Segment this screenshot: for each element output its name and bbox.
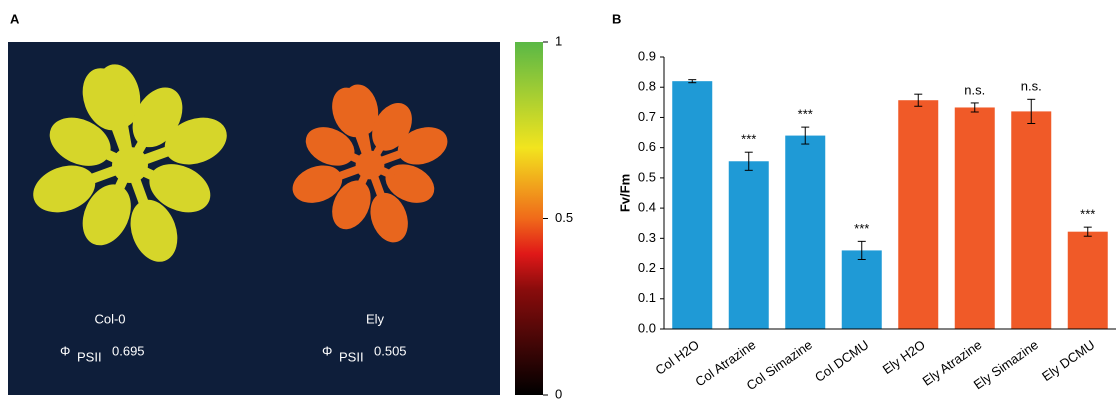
significance-label: ***	[741, 132, 756, 147]
y-tick-label: 0.7	[638, 109, 656, 124]
x-tick-label: Col DCMU	[812, 337, 871, 385]
colorbar-tick-label: 0.5	[555, 210, 573, 225]
leaf	[370, 192, 408, 243]
panel-label: A	[10, 11, 20, 26]
leaf	[305, 127, 355, 166]
y-tick-label: 0.3	[638, 230, 656, 245]
leaf	[164, 117, 227, 165]
leaf	[82, 68, 130, 131]
leaf	[132, 87, 183, 148]
y-axis-label: Fv/Fm	[617, 174, 632, 212]
y-tick-label: 0.5	[638, 169, 656, 184]
rosette-center	[112, 147, 148, 183]
leaf	[130, 199, 178, 262]
leaf	[149, 164, 211, 213]
plant-name: Col-0	[94, 311, 125, 326]
phi-value: 0.505	[374, 343, 407, 358]
leaf	[33, 165, 96, 213]
bar	[898, 100, 939, 330]
bar	[1011, 111, 1052, 330]
y-tick-label: 0.9	[638, 48, 656, 63]
x-tick-label: Ely H2O	[880, 337, 928, 377]
leaf	[385, 164, 435, 203]
significance-label: n.s.	[964, 82, 985, 97]
y-tick-label: 0.1	[638, 290, 656, 305]
x-tick-label: Col H2O	[652, 337, 701, 378]
significance-label: ***	[798, 107, 813, 122]
bar	[785, 135, 826, 329]
leaf	[332, 87, 370, 138]
rosette-center	[355, 150, 385, 180]
leaf	[372, 103, 412, 151]
significance-label: ***	[854, 221, 869, 236]
bar	[672, 81, 713, 329]
y-tick-label: 0.4	[638, 200, 656, 215]
colorbar-tick-label: 1	[555, 33, 562, 48]
y-tick-label: 0.6	[638, 139, 656, 154]
leaf	[292, 165, 343, 203]
y-tick-label: 0.0	[638, 320, 656, 335]
image-background	[8, 42, 500, 395]
bar	[1067, 231, 1108, 329]
phi-symbol: Φ	[60, 343, 70, 358]
y-tick-label: 0.8	[638, 79, 656, 94]
plant-name: Ely	[366, 311, 385, 326]
panel-label: B	[612, 11, 621, 26]
phi-subscript: PSII	[77, 349, 102, 364]
leaf	[397, 127, 448, 165]
significance-label: n.s.	[1021, 79, 1042, 94]
leaf	[332, 180, 371, 230]
phi-subscript: PSII	[339, 349, 364, 364]
significance-label: ***	[1080, 207, 1095, 222]
bar	[841, 250, 882, 329]
colorbar	[515, 42, 543, 395]
phi-value: 0.695	[112, 343, 145, 358]
leaf	[82, 184, 131, 246]
x-tick-label: Ely DCMU	[1039, 337, 1097, 384]
phi-symbol: Φ	[322, 343, 332, 358]
bar	[728, 161, 769, 329]
leaf	[49, 117, 111, 166]
bar	[954, 107, 995, 330]
y-tick-label: 0.2	[638, 260, 656, 275]
colorbar-tick-label: 0	[555, 386, 562, 401]
